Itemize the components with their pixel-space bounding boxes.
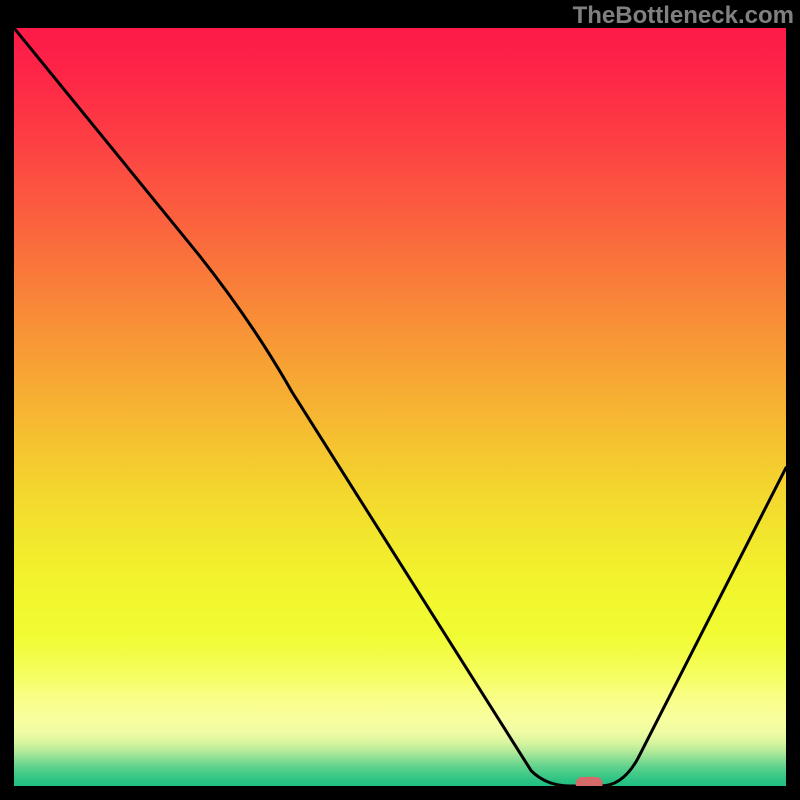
chart-stage: TheBottleneck.com	[0, 0, 800, 800]
gradient-background	[14, 28, 786, 786]
watermark-text: TheBottleneck.com	[573, 2, 794, 30]
valley-marker	[576, 777, 603, 786]
plot-svg	[14, 28, 786, 786]
